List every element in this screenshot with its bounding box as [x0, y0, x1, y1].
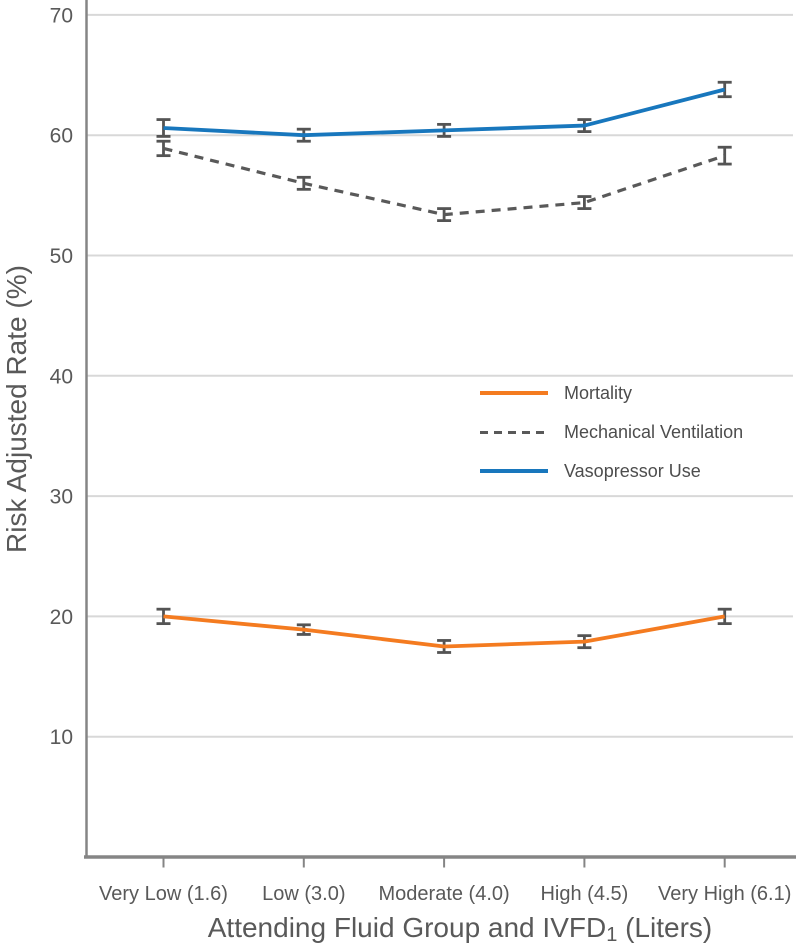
y-tick-label-70: 70 [50, 4, 73, 27]
legend-item-mechanical-ventilation: Mechanical Ventilation [480, 419, 780, 445]
x-axis-title-main: Attending Fluid Group and IVFD [207, 912, 607, 943]
legend-item-mortality: Mortality [480, 380, 780, 406]
y-tick-label-30: 30 [50, 486, 73, 509]
vasopressor-use-line-sample [480, 469, 548, 473]
mortality-line-sample [480, 391, 548, 395]
legend-label-mechanical-ventilation: Mechanical Ventilation [564, 421, 744, 442]
x-tick-label-high-4-5-: High (4.5) [540, 883, 628, 905]
y-tick-label-50: 50 [50, 245, 73, 268]
x-axis-title: Attending Fluid Group and IVFD1 (Liters) [110, 912, 800, 946]
series-line-mortality [163, 614, 726, 649]
y-tick-label-40: 40 [50, 365, 73, 388]
series-line-mechanical-ventilation [163, 146, 726, 217]
legend: Mortality Mechanical Ventilation Vasopre… [480, 380, 780, 497]
legend-label-vasopressor-use: Vasopressor Use [564, 460, 701, 481]
y-tick-label-20: 20 [50, 606, 73, 629]
series-line-vasopressor-use [163, 87, 726, 138]
x-tick-label-very-low-1-6-: Very Low (1.6) [99, 883, 228, 905]
mechanical-ventilation-line-sample [480, 430, 548, 434]
x-tick-label-very-high-6-1-: Very High (6.1) [658, 883, 791, 905]
y-axis-title: Risk Adjusted Rate (%) [1, 265, 32, 553]
x-tick-label-moderate-4-0-: Moderate (4.0) [379, 883, 510, 905]
legend-label-mortality: Mortality [564, 382, 633, 403]
y-tick-label-10: 10 [50, 726, 73, 749]
x-axis-title-tail: (Liters) [617, 912, 713, 943]
x-tick-label-low-3-0-: Low (3.0) [262, 883, 345, 905]
y-tick-label-60: 60 [50, 125, 73, 148]
legend-item-vasopressor-use: Vasopressor Use [480, 458, 780, 484]
x-axis-title-subscript: 1 [606, 923, 618, 946]
